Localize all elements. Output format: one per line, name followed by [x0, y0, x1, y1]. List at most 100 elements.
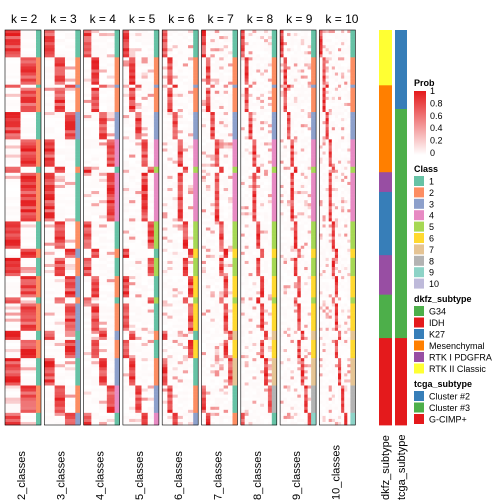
- prob-cell: [64, 148, 76, 152]
- prob-cell: [54, 136, 66, 140]
- prob-cell: [135, 406, 142, 411]
- prob-cell: [264, 245, 269, 250]
- prob-cell: [228, 130, 233, 134]
- prob-cell: [64, 279, 76, 283]
- prob-cell: [201, 178, 207, 183]
- class-cell: [75, 315, 81, 319]
- prob-cell: [210, 60, 216, 64]
- class-cell: [114, 197, 120, 201]
- prob-cell: [201, 267, 207, 271]
- prob-cell: [135, 163, 142, 168]
- prob-cell: [223, 145, 229, 149]
- prob-cell: [129, 309, 136, 313]
- prob-cell: [20, 388, 37, 392]
- prob-cell: [172, 373, 178, 377]
- prob-cell: [182, 409, 189, 414]
- prob-cell: [205, 60, 211, 64]
- prob-cell: [260, 203, 265, 207]
- prob-cell: [214, 306, 220, 310]
- prob-cell: [252, 248, 257, 253]
- prob-cell: [64, 303, 76, 307]
- prob-cell: [205, 160, 211, 164]
- prob-cell: [147, 260, 155, 265]
- prob-cell: [167, 33, 173, 37]
- class-cell: [271, 36, 277, 40]
- prob-cell: [205, 102, 211, 107]
- prob-cell: [201, 251, 207, 256]
- prob-cell: [5, 403, 21, 408]
- prob-cell: [188, 157, 194, 161]
- prob-cell: [122, 248, 130, 253]
- prob-cell: [210, 175, 216, 180]
- prob-cell: [129, 84, 136, 89]
- prob-cell: [64, 142, 76, 146]
- prob-cell: [210, 300, 216, 304]
- prob-cell: [201, 336, 207, 341]
- prob-cell: [106, 236, 115, 240]
- prob-cell: [20, 48, 37, 52]
- prob-cell: [244, 39, 249, 43]
- prob-cell: [167, 130, 173, 134]
- prob-cell: [223, 306, 229, 310]
- prob-cell: [256, 84, 261, 89]
- class-cell: [153, 352, 159, 356]
- prob-cell: [240, 148, 245, 152]
- prob-cell: [210, 352, 216, 356]
- prob-cell: [177, 282, 184, 286]
- class-cell: [193, 69, 199, 73]
- class-cell: [193, 251, 199, 256]
- prob-cell: [135, 151, 142, 155]
- class-cell: [114, 148, 120, 152]
- prob-cell: [228, 415, 233, 420]
- class-cell: [193, 72, 199, 76]
- prob-cell: [177, 327, 184, 332]
- class-cell: [232, 112, 238, 116]
- prob-cell: [214, 279, 220, 283]
- prob-cell: [267, 209, 273, 213]
- prob-cell: [182, 391, 189, 395]
- prob-cell: [99, 364, 108, 368]
- class-cell: [232, 136, 238, 140]
- class-cell: [232, 315, 238, 319]
- prob-cell: [135, 136, 142, 140]
- class-cell: [232, 300, 238, 304]
- prob-cell: [141, 121, 148, 125]
- class-cell: [114, 352, 120, 356]
- prob-cell: [205, 318, 211, 322]
- prob-cell: [141, 406, 148, 411]
- prob-cell: [54, 415, 66, 420]
- prob-cell: [267, 181, 273, 186]
- prob-cell: [252, 39, 257, 43]
- prob-cell: [172, 288, 178, 292]
- prob-cell: [135, 188, 142, 192]
- prob-cell: [219, 315, 224, 319]
- prob-cell: [182, 379, 189, 383]
- prob-cell: [83, 151, 92, 155]
- prob-cell: [244, 90, 249, 95]
- prob-cell: [83, 352, 92, 356]
- prob-cell: [83, 367, 92, 371]
- prob-cell: [210, 197, 216, 201]
- class-cell: [36, 415, 41, 420]
- class-cell: [232, 415, 238, 420]
- prob-cell: [260, 248, 265, 253]
- prob-cell: [188, 224, 194, 228]
- prob-cell: [162, 154, 168, 158]
- prob-cell: [162, 236, 168, 240]
- prob-cell: [188, 166, 194, 171]
- prob-cell: [260, 121, 265, 125]
- prob-cell: [228, 30, 233, 34]
- prob-cell: [147, 248, 155, 253]
- prob-cell: [64, 160, 76, 164]
- prob-cell: [223, 184, 229, 189]
- class-cell: [75, 175, 81, 180]
- prob-cell: [122, 166, 130, 171]
- prob-cell: [201, 421, 207, 426]
- prob-cell: [223, 227, 229, 231]
- prob-cell: [172, 172, 178, 177]
- prob-cell: [177, 69, 184, 73]
- prob-cell: [135, 418, 142, 423]
- class-cell: [75, 184, 81, 189]
- class-cell: [75, 300, 81, 304]
- prob-cell: [141, 382, 148, 386]
